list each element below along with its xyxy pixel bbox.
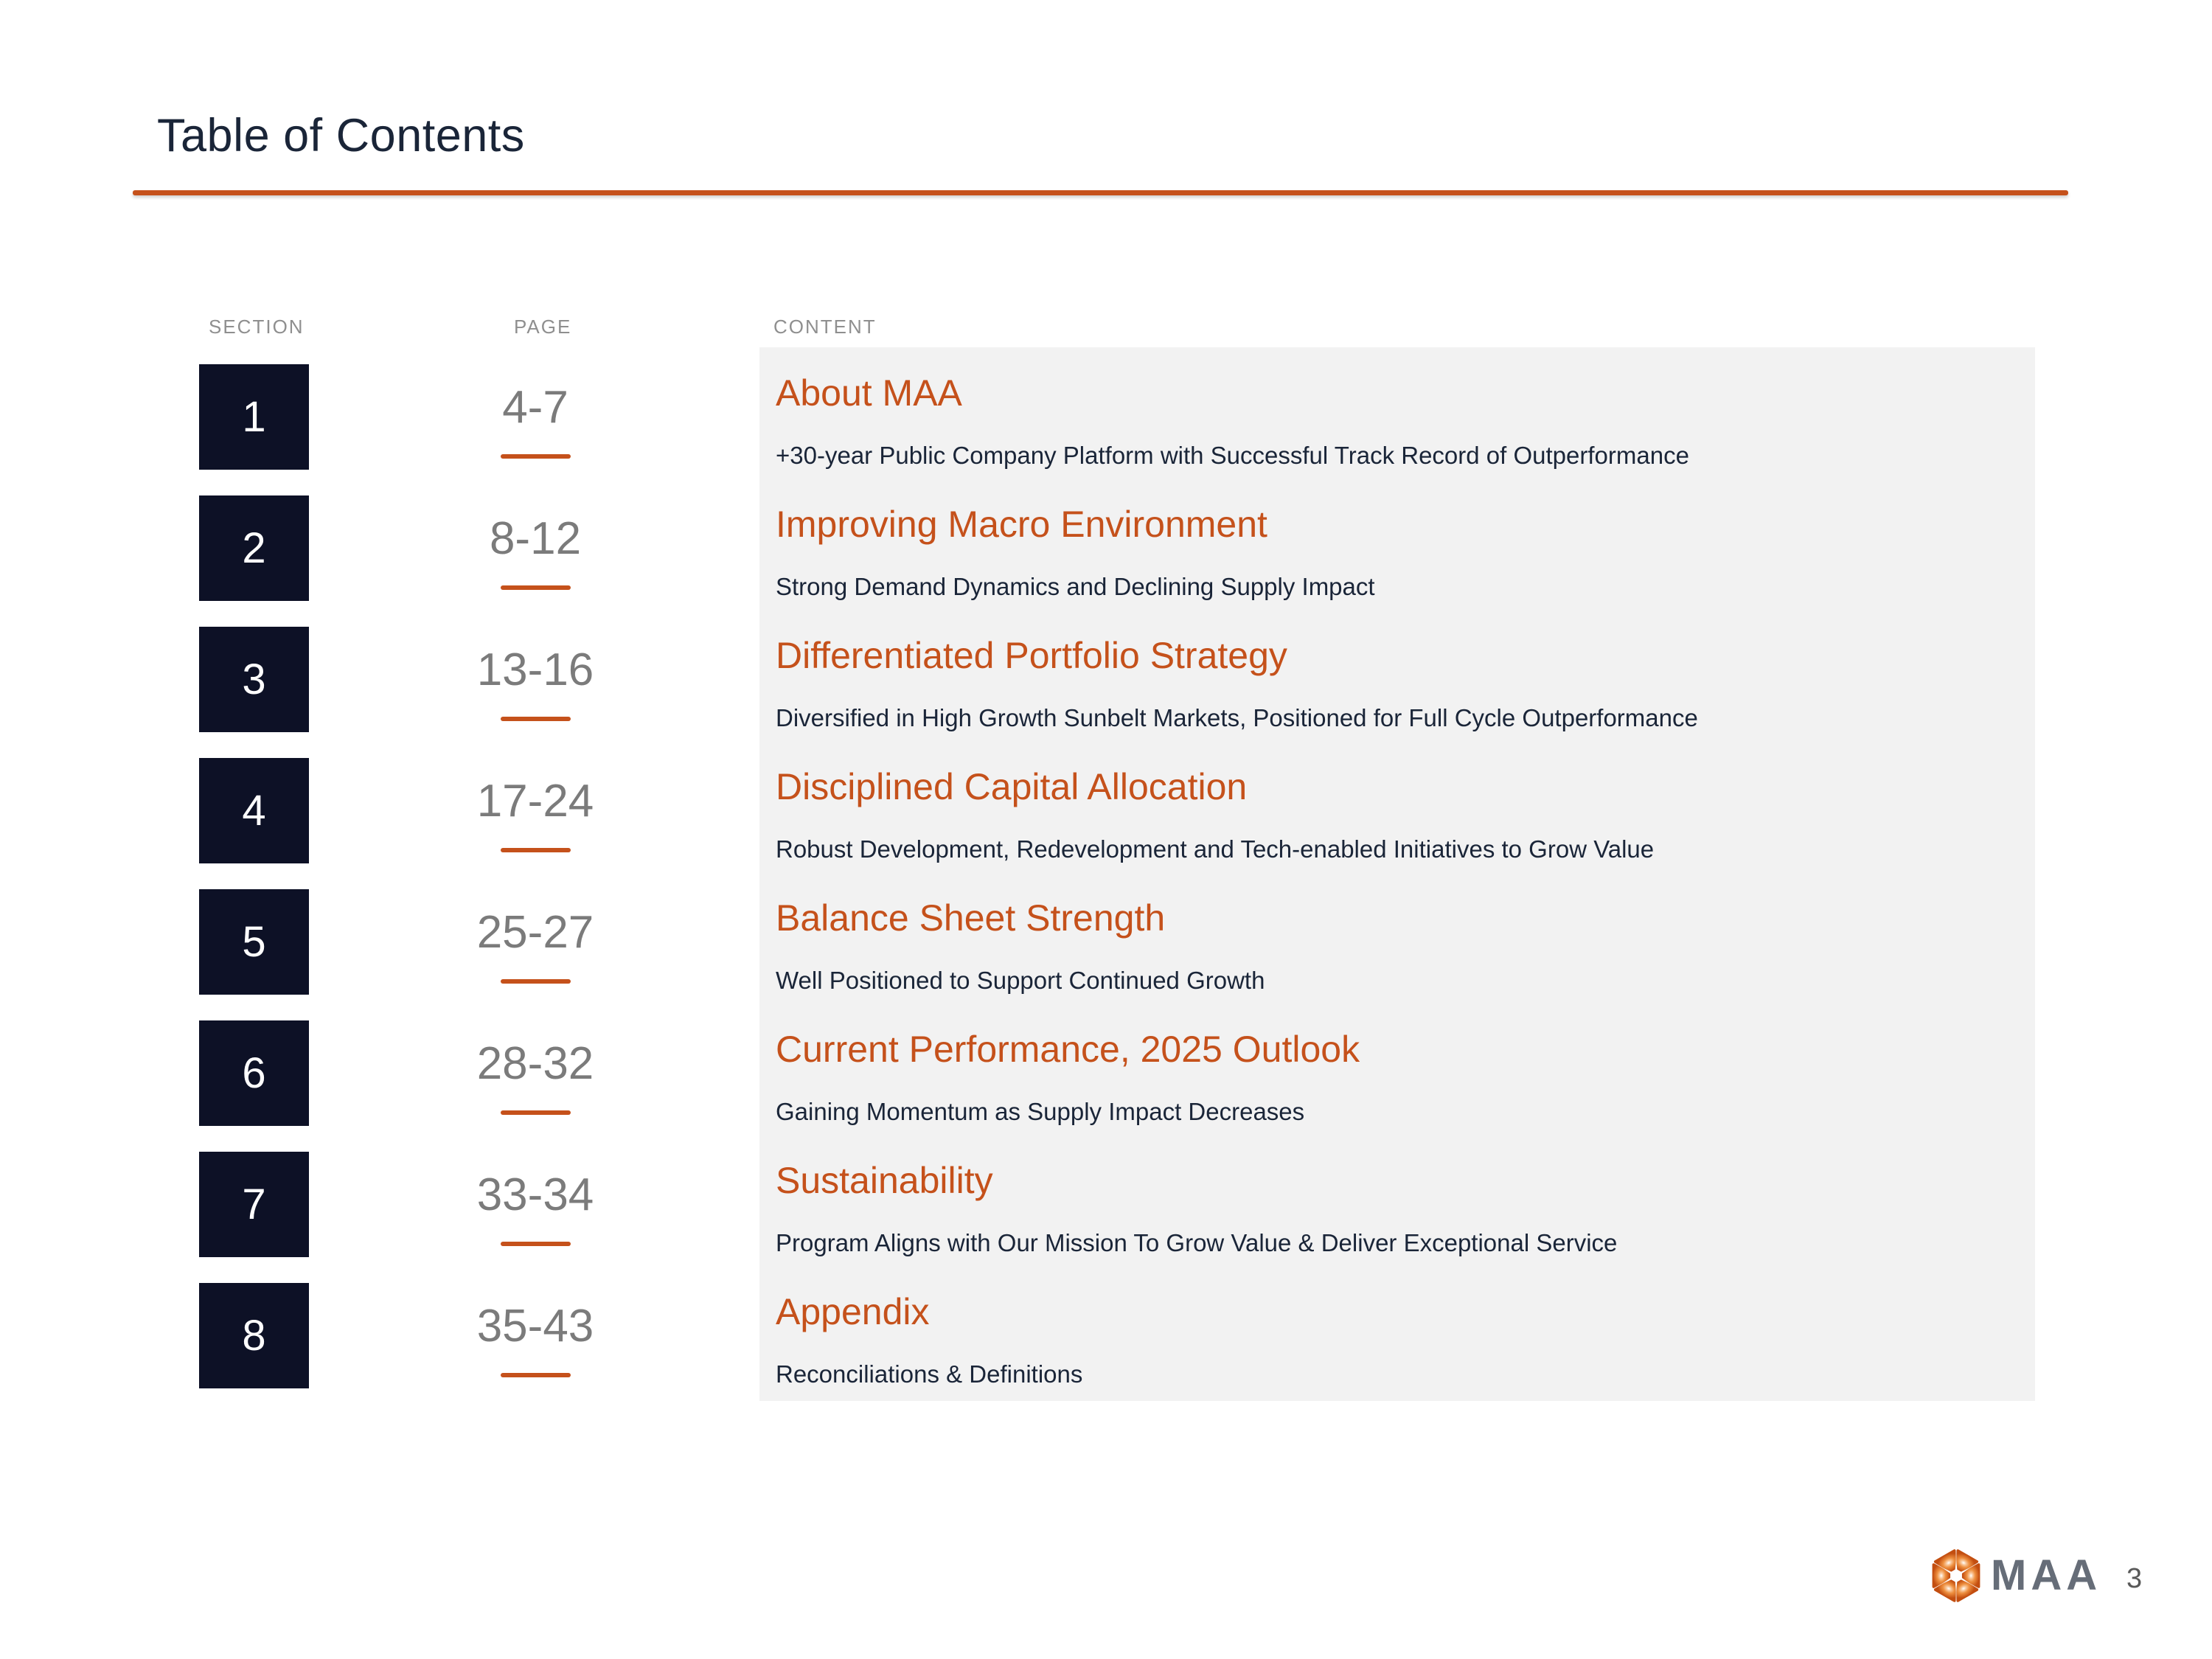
page-cell: 8-12 — [431, 495, 640, 590]
section-subtitle: Diversified in High Growth Sunbelt Marke… — [776, 704, 1698, 731]
column-header-page: PAGE — [514, 316, 572, 338]
page-underline — [500, 979, 571, 984]
section-number: 5 — [242, 918, 266, 966]
content-cell: Appendix Reconciliations & Definitions — [776, 1283, 2022, 1389]
toc-row: 5 25-27 Balance Sheet Strength Well Posi… — [0, 889, 2212, 1020]
section-number: 6 — [242, 1049, 266, 1097]
content-cell: Differentiated Portfolio Strategy Divers… — [776, 627, 2022, 733]
section-heading: Improving Macro Environment — [776, 504, 1267, 545]
page-underline — [500, 454, 571, 459]
page-title: Table of Contents — [157, 110, 525, 161]
section-number-box: 4 — [199, 758, 309, 863]
slide-page-number: 3 — [2126, 1563, 2143, 1594]
section-heading: Differentiated Portfolio Strategy — [776, 635, 1287, 676]
maa-pinwheel-icon — [1932, 1549, 1980, 1602]
content-cell: Balance Sheet Strength Well Positioned t… — [776, 889, 2022, 995]
page-cell: 13-16 — [431, 627, 640, 721]
section-number-box: 2 — [199, 495, 309, 601]
page-range: 13-16 — [476, 644, 594, 695]
content-cell: Current Performance, 2025 Outlook Gainin… — [776, 1020, 2022, 1127]
page-range: 25-27 — [476, 907, 594, 958]
section-number-box: 8 — [199, 1283, 309, 1388]
toc-row: 6 28-32 Current Performance, 2025 Outloo… — [0, 1020, 2212, 1152]
content-cell: Disciplined Capital Allocation Robust De… — [776, 758, 2022, 864]
toc-row: 3 13-16 Differentiated Portfolio Strateg… — [0, 627, 2212, 758]
maa-logo: MAA — [1929, 1547, 2101, 1604]
page-underline — [500, 1373, 571, 1377]
page-cell: 4-7 — [431, 364, 640, 459]
toc-row: 7 33-34 Sustainability Program Aligns wi… — [0, 1152, 2212, 1283]
section-subtitle: Well Positioned to Support Continued Gro… — [776, 967, 1265, 994]
page-range: 4-7 — [502, 382, 568, 433]
section-number: 8 — [242, 1312, 266, 1360]
section-number: 7 — [242, 1180, 266, 1228]
content-cell: Improving Macro Environment Strong Deman… — [776, 495, 2022, 602]
section-subtitle: Program Aligns with Our Mission To Grow … — [776, 1229, 1618, 1256]
page-range: 8-12 — [489, 513, 582, 564]
section-number: 3 — [242, 655, 266, 703]
section-number: 2 — [242, 524, 266, 572]
section-subtitle: Robust Development, Redevelopment and Te… — [776, 835, 1655, 863]
toc-row: 8 35-43 Appendix Reconciliations & Defin… — [0, 1283, 2212, 1414]
toc-row: 4 17-24 Disciplined Capital Allocation R… — [0, 758, 2212, 889]
section-heading: Disciplined Capital Allocation — [776, 766, 1248, 807]
section-number: 4 — [242, 787, 266, 835]
page-underline — [500, 717, 571, 721]
section-heading: Sustainability — [776, 1160, 993, 1201]
content-background-panel — [759, 347, 2035, 1401]
section-heading: Balance Sheet Strength — [776, 897, 1166, 939]
page-range: 17-24 — [476, 776, 594, 827]
page-cell: 28-32 — [431, 1020, 640, 1115]
section-number-box: 6 — [199, 1020, 309, 1126]
page-range: 33-34 — [476, 1169, 594, 1220]
page-underline — [500, 848, 571, 852]
page-underline — [500, 1110, 571, 1115]
section-subtitle: Strong Demand Dynamics and Declining Sup… — [776, 573, 1375, 600]
page-range: 28-32 — [476, 1038, 594, 1089]
page-underline — [500, 1242, 571, 1246]
title-underline — [133, 190, 2068, 195]
section-subtitle: Gaining Momentum as Supply Impact Decrea… — [776, 1098, 1305, 1125]
content-cell: About MAA +30-year Public Company Platfo… — [776, 364, 2022, 470]
page-cell: 35-43 — [431, 1283, 640, 1377]
section-number-box: 5 — [199, 889, 309, 995]
page-cell: 33-34 — [431, 1152, 640, 1246]
section-heading: About MAA — [776, 372, 962, 414]
section-heading: Appendix — [776, 1291, 930, 1332]
section-number-box: 3 — [199, 627, 309, 732]
section-subtitle: Reconciliations & Definitions — [776, 1360, 1083, 1388]
section-subtitle: +30-year Public Company Platform with Su… — [776, 442, 1689, 469]
page-cell: 17-24 — [431, 758, 640, 852]
column-header-section: SECTION — [209, 316, 305, 338]
section-number-box: 7 — [199, 1152, 309, 1257]
toc-row: 1 4-7 About MAA +30-year Public Company … — [0, 364, 2212, 495]
toc-row: 2 8-12 Improving Macro Environment Stron… — [0, 495, 2212, 627]
column-header-content: CONTENT — [773, 316, 877, 338]
section-number-box: 1 — [199, 364, 309, 470]
maa-logo-text: MAA — [1991, 1551, 2102, 1599]
section-number: 1 — [242, 393, 266, 441]
page-underline — [500, 585, 571, 590]
section-heading: Current Performance, 2025 Outlook — [776, 1029, 1360, 1070]
page-cell: 25-27 — [431, 889, 640, 984]
page-range: 35-43 — [476, 1301, 594, 1352]
content-cell: Sustainability Program Aligns with Our M… — [776, 1152, 2022, 1258]
